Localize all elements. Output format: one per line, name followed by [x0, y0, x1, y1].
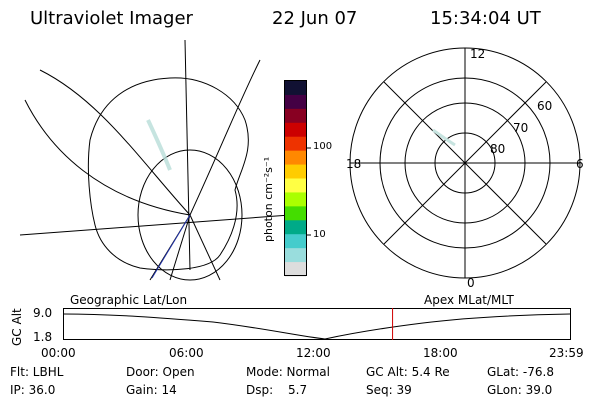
timeline-left-title: Geographic Lat/Lon: [70, 293, 188, 307]
colorbar-unit-label: photon cm⁻²s⁻¹: [262, 156, 275, 242]
colorbar-tick-100: 100: [313, 141, 333, 152]
colorbar-segment: [285, 164, 306, 179]
app-title: Ultraviolet Imager: [30, 8, 193, 29]
gain-label: Gain: 14: [126, 383, 177, 397]
mlt-label-6: 6: [576, 157, 584, 171]
timeline-ytick-high: 9.0: [33, 306, 53, 320]
seq-label: Seq: 39: [366, 383, 412, 397]
door-label: Door: Open: [126, 365, 195, 379]
colorbar: [284, 80, 311, 277]
colorbar-tick-10: 10: [313, 229, 326, 240]
colorbar-segment: [285, 192, 306, 207]
colorbar-segment: [285, 136, 306, 152]
colorbar-segment: [285, 178, 306, 193]
colorbar-segment: [285, 206, 306, 221]
colorbar-segment: [285, 81, 306, 96]
colorbar-segment: [285, 150, 306, 166]
time-label: 15:34:04 UT: [430, 8, 541, 29]
colorbar-segment: [285, 94, 306, 110]
timeline-ytick-low: 1.8: [33, 330, 53, 344]
mode-label: Mode: Normal: [246, 365, 330, 379]
colorbar-segment: [285, 122, 306, 138]
colorbar-segment: [285, 108, 306, 124]
colorbar-segment: [285, 234, 306, 249]
timeline-ylabel: GC Alt: [10, 308, 24, 346]
dsp-label: Dsp:: [246, 383, 274, 397]
timeline-right-title: Apex MLat/MLT: [424, 293, 514, 307]
glat-label: GLat: -76.8: [487, 365, 554, 379]
timeline-xtick-2: 12:00: [296, 346, 331, 360]
ip-label: IP: 36.0: [10, 383, 56, 397]
date-label: 22 Jun 07: [272, 8, 358, 29]
lat-label-80: 80: [490, 142, 506, 156]
lat-label-70: 70: [513, 121, 529, 135]
geographic-map: [19, 39, 291, 281]
mlt-label-0: 0: [467, 276, 475, 290]
gc-alt-label: GC Alt: 5.4 Re: [366, 365, 450, 379]
glon-label: GLon: 39.0: [487, 383, 553, 397]
colorbar-segment: [285, 220, 306, 235]
timeline-xtick-0: 00:00: [41, 346, 76, 360]
timeline-xtick-4: 23:59: [549, 346, 584, 360]
lat-label-60: 60: [537, 99, 553, 113]
altitude-timeline: [62, 308, 571, 340]
filter-label: Flt: LBHL: [10, 365, 64, 379]
colorbar-segment: [285, 262, 306, 277]
mlt-label-18: 18: [346, 157, 362, 171]
colorbar-segment: [285, 248, 306, 263]
mlt-label-12: 12: [470, 47, 486, 61]
dsp-value: 5.7: [288, 383, 308, 397]
timeline-xtick-1: 06:00: [169, 346, 204, 360]
timeline-xtick-3: 18:00: [423, 346, 458, 360]
polar-plot: [349, 47, 581, 279]
